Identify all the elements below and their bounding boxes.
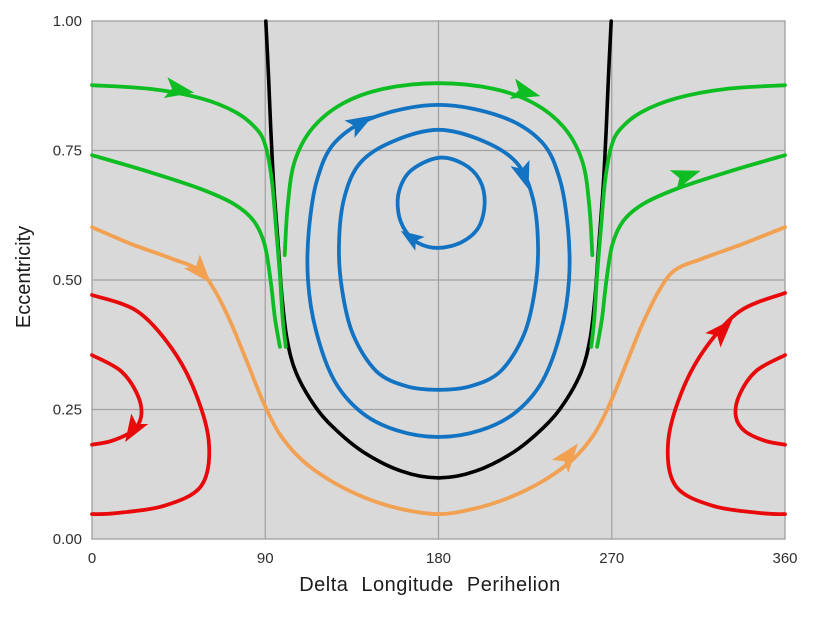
curve-red-island-left-outer (90, 293, 212, 517)
red-right-arrow (705, 319, 733, 348)
curve-green-lower-right (595, 153, 787, 349)
red-left-arrow (125, 413, 149, 443)
y-tick-label-0.50: 0.50 (53, 272, 82, 289)
y-tick-label-0.25: 0.25 (53, 402, 82, 419)
y-tick-label-0.75: 0.75 (53, 143, 82, 160)
curve-green-lower-left (90, 153, 282, 349)
green-lower-right-arrow (669, 170, 701, 191)
y-tick-label-1.00: 1.00 (53, 13, 82, 30)
curve-blue-libration-outer (305, 103, 572, 439)
green-dome-arrow (509, 78, 541, 99)
x-tick-label-90: 90 (257, 550, 274, 567)
plot-border (91, 20, 786, 540)
curve-green-upper-right (589, 83, 787, 349)
curves-group (90, 19, 787, 517)
green-upper-left-arrow (163, 77, 195, 98)
x-tick-label-270: 270 (599, 550, 624, 567)
x-tick-label-180: 180 (426, 550, 451, 567)
x-axis-title: Delta Longitude Perihelion (299, 574, 561, 596)
curve-red-island-left-inner (90, 353, 144, 447)
curve-red-island-right-outer (665, 291, 787, 517)
y-axis-title: Eccentricity (13, 226, 35, 328)
blue-middle-arrow (510, 159, 530, 190)
x-tick-label-0: 0 (88, 550, 96, 567)
curve-green-upper-left (90, 83, 288, 349)
orange-right-arrow (551, 443, 578, 473)
curve-green-dome (282, 81, 595, 257)
y-tick-label-0.00: 0.00 (53, 531, 82, 548)
x-tick-label-360: 360 (772, 550, 797, 567)
curve-red-island-right-inner (733, 353, 787, 447)
orange-left-arrow (183, 254, 211, 284)
plot-layer: 0 90 180 270 360 0.00 0.25 0.50 0.75 1.00 (53, 13, 798, 567)
curve-blue-libration-middle (337, 127, 540, 392)
blue-outer-arrow (344, 115, 374, 138)
curve-orange-circulating (90, 225, 787, 516)
blue-inner-arrow (400, 230, 425, 251)
curve-blue-libration-inner (395, 155, 487, 250)
